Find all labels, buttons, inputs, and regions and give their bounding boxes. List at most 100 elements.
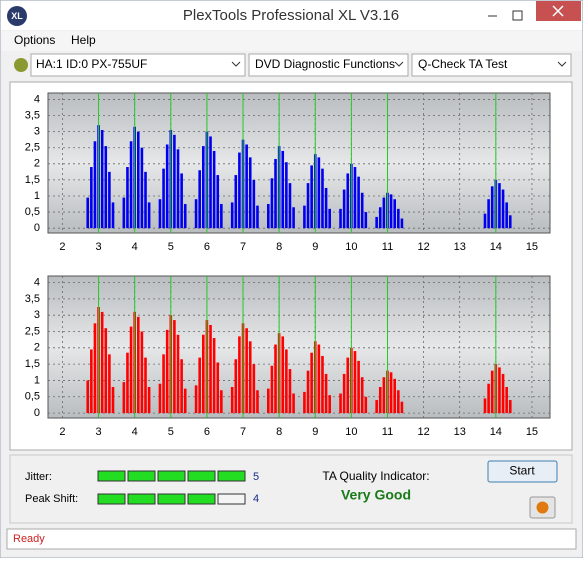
status-bar <box>6 528 577 550</box>
jitter-label: Jitter: <box>25 471 52 483</box>
meter-segment <box>127 493 156 505</box>
bar <box>234 175 238 229</box>
bar <box>270 365 274 414</box>
drive-select[interactable] <box>30 53 246 77</box>
bar <box>317 157 321 229</box>
bar <box>194 385 198 414</box>
bar <box>505 386 508 414</box>
dropdown-arrow <box>231 61 241 67</box>
menu-item[interactable]: Options <box>14 33 55 47</box>
bar <box>111 202 115 229</box>
maximize-button[interactable] <box>512 10 523 21</box>
bar <box>490 186 494 229</box>
bar <box>220 204 223 229</box>
peak-shift-meter <box>97 493 246 505</box>
close-icon <box>552 5 564 17</box>
bar <box>122 382 126 414</box>
bar <box>357 360 360 414</box>
x-tick-label: 11 <box>382 241 393 253</box>
bar <box>353 167 357 229</box>
bar <box>212 338 216 414</box>
bar <box>397 390 400 414</box>
y-tick-label: 1,5 <box>25 174 40 186</box>
bar <box>342 373 346 414</box>
bar <box>158 199 162 229</box>
bar <box>108 171 111 229</box>
x-tick-label: 9 <box>312 241 318 253</box>
bar <box>216 362 220 414</box>
bar <box>93 141 97 229</box>
dropdown-arrow <box>557 61 567 67</box>
bar <box>252 364 256 414</box>
y-tick-label: 0 <box>34 222 40 234</box>
bar <box>180 359 183 414</box>
bar <box>194 199 198 229</box>
x-tick-label: 2 <box>59 241 65 253</box>
bar <box>360 192 364 229</box>
test-select[interactable] <box>411 53 572 77</box>
bar <box>267 204 270 229</box>
window-title: PlexTools Professional XL V3.16 <box>183 7 399 24</box>
x-tick-label: 11 <box>382 426 393 438</box>
y-tick-label: 4 <box>34 93 40 105</box>
bar <box>176 149 180 229</box>
bar <box>122 197 126 229</box>
y-tick-label: 1 <box>34 190 40 202</box>
bar <box>183 388 187 414</box>
x-tick-label: 5 <box>168 426 174 438</box>
x-tick-label: 13 <box>454 241 466 253</box>
peak-shift-label: Peak Shift: <box>25 493 78 505</box>
bar <box>364 396 368 414</box>
y-tick-label: 2,5 <box>25 325 40 337</box>
y-tick-label: 2,5 <box>25 142 40 154</box>
bar <box>389 372 393 414</box>
x-tick-label: 6 <box>204 426 210 438</box>
y-tick-label: 0 <box>34 407 40 419</box>
bar <box>400 401 404 414</box>
menu-item[interactable]: Help <box>71 33 96 47</box>
bar <box>248 341 252 414</box>
bar <box>256 390 259 414</box>
status-text: Ready <box>13 533 45 545</box>
bar <box>288 369 292 414</box>
bar <box>270 178 274 229</box>
bar <box>245 328 248 414</box>
app-icon-text: XL <box>11 11 23 21</box>
bar <box>238 336 241 414</box>
drive-select-text: HA:1 ID:0 PX-755UF <box>36 57 147 71</box>
x-tick-label: 4 <box>132 241 138 253</box>
start-button[interactable] <box>487 460 558 483</box>
bar <box>180 173 183 229</box>
bar <box>126 167 129 229</box>
x-tick-label: 13 <box>454 426 466 438</box>
x-tick-label: 7 <box>240 426 246 438</box>
meter-segment <box>187 470 216 482</box>
bar <box>317 344 321 414</box>
meter-segment <box>187 493 216 505</box>
y-tick-label: 4 <box>34 276 40 288</box>
bar <box>505 202 508 229</box>
y-tick-label: 3 <box>34 126 40 138</box>
bar <box>108 354 111 414</box>
bar <box>144 171 147 229</box>
bar <box>140 147 144 229</box>
charts: 00,511,522,533,542 3 4 5 6 7 8 9 10 11 12 13 14 1500,… <box>25 92 551 438</box>
bar <box>324 187 328 229</box>
bar <box>93 323 97 414</box>
x-tick-label: 3 <box>95 241 101 253</box>
dropdown-arrow <box>394 61 404 67</box>
bar <box>126 352 129 414</box>
bar <box>216 175 220 229</box>
x-tick-label: 10 <box>345 426 357 438</box>
bar <box>397 208 400 229</box>
meter-segment <box>157 470 186 482</box>
bar <box>147 386 151 414</box>
bar <box>342 189 346 229</box>
bar <box>238 152 241 229</box>
function-select[interactable] <box>248 53 409 77</box>
bar <box>328 395 331 414</box>
bar <box>328 208 331 229</box>
bar <box>501 373 505 414</box>
info-icon <box>536 501 549 514</box>
